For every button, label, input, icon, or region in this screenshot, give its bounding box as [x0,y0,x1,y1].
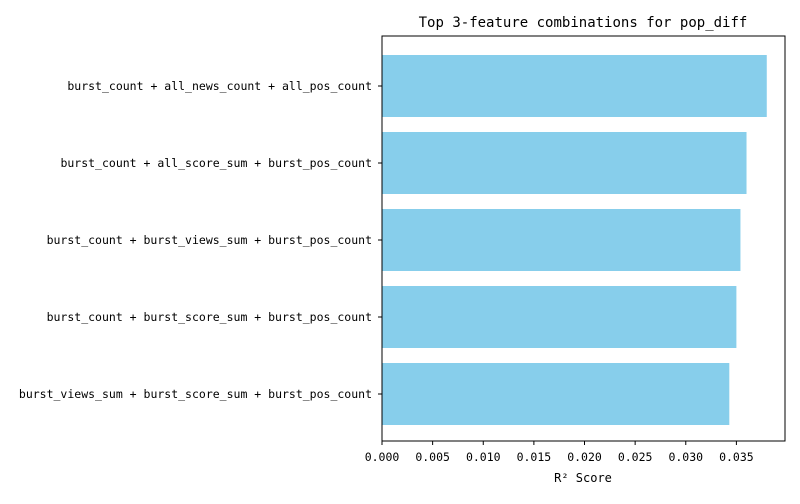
y-tick-label: burst_views_sum + burst_score_sum + burs… [19,387,372,401]
bar-5 [382,363,730,425]
y-tick-label: burst_count + burst_score_sum + burst_po… [47,310,372,324]
x-axis-ticks: 0.000 0.005 0.010 0.015 0.020 0.025 0.030 0.035 [365,441,754,464]
x-tick-label: 0.030 [668,450,703,464]
x-tick-label: 0.015 [517,450,552,464]
bar-1 [382,55,767,117]
bar-3 [382,209,741,271]
y-axis-labels: burst_count + all_news_count + all_pos_c… [19,79,382,401]
chart-title: Top 3-feature combinations for pop_diff [419,15,748,31]
x-tick-label: 0.025 [618,450,653,464]
bar-4 [382,286,737,348]
bar-2 [382,132,747,194]
x-tick-label: 0.020 [567,450,602,464]
y-tick-label: burst_count + burst_views_sum + burst_po… [47,233,372,247]
bars-layer [382,55,767,425]
y-tick-label: burst_count + all_score_sum + burst_pos_… [60,156,372,170]
x-tick-label: 0.005 [415,450,450,464]
x-tick-label: 0.000 [365,450,400,464]
x-tick-label: 0.010 [466,450,501,464]
y-tick-label: burst_count + all_news_count + all_pos_c… [67,79,372,93]
plot-frame [381,35,786,442]
x-axis-title: R² Score [554,471,612,485]
x-tick-label: 0.035 [719,450,754,464]
